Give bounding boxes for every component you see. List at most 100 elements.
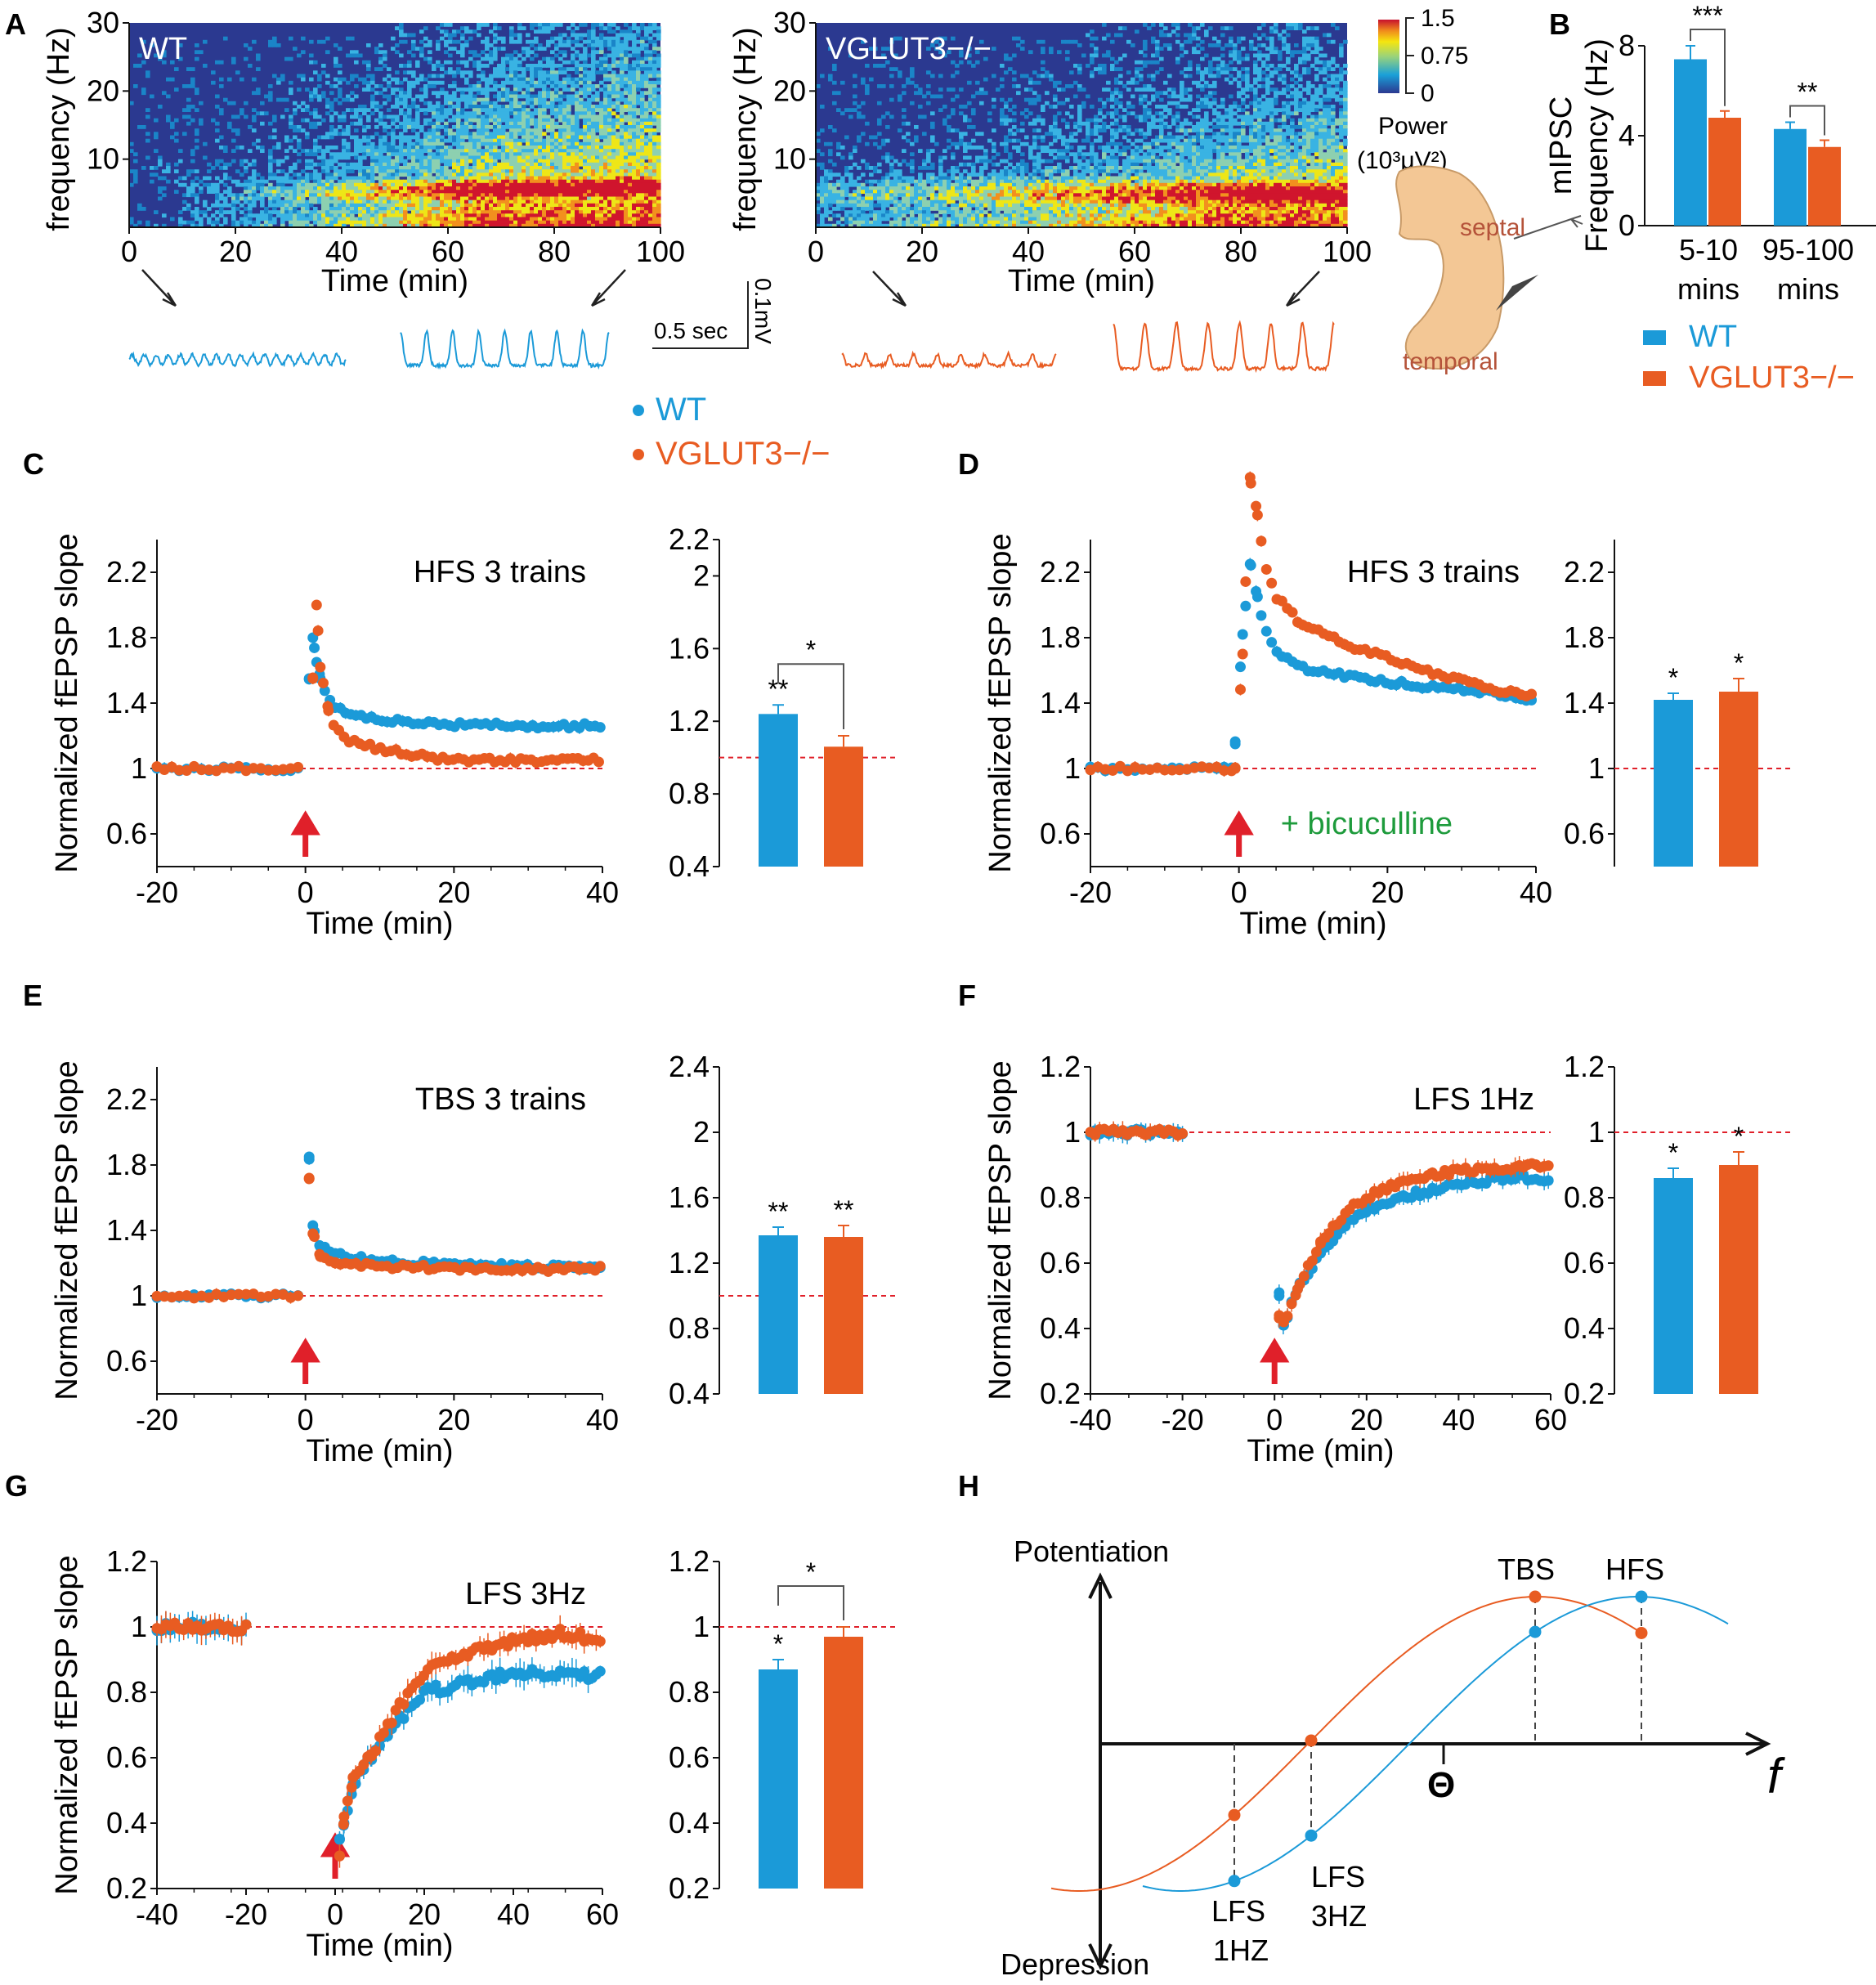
heatmap-cell bbox=[317, 193, 322, 198]
heatmap-cell bbox=[603, 217, 608, 222]
heatmap-ko-pixels bbox=[816, 23, 1348, 228]
heatmap-cell bbox=[436, 118, 441, 123]
heatmap-cell bbox=[591, 56, 596, 61]
heatmap-cell bbox=[526, 179, 531, 184]
heatmap-cell bbox=[628, 101, 633, 105]
heatmap-cell bbox=[538, 166, 543, 170]
heatmap-cell bbox=[448, 155, 453, 160]
heatmap-cell bbox=[354, 203, 359, 208]
heatmap-cell bbox=[546, 39, 551, 44]
heatmap-cell bbox=[848, 108, 853, 112]
heatmap-cell bbox=[624, 176, 629, 181]
heatmap-cell bbox=[456, 128, 461, 132]
heatmap-cell bbox=[501, 111, 506, 116]
heatmap-cell bbox=[276, 97, 281, 102]
heatmap-cell bbox=[513, 152, 518, 157]
heatmap-cell bbox=[616, 33, 620, 38]
heatmap-cell bbox=[616, 50, 620, 55]
heatmap-cell bbox=[387, 199, 392, 204]
heatmap-cell bbox=[423, 193, 428, 198]
heatmap-cell bbox=[395, 176, 400, 181]
heatmap-cell bbox=[477, 155, 481, 160]
heatmap-cell bbox=[644, 138, 649, 143]
heatmap-cell bbox=[448, 223, 453, 228]
heatmap-cell bbox=[329, 207, 334, 211]
heatmap-cell bbox=[207, 176, 212, 181]
heatmap-cell bbox=[350, 77, 355, 82]
heatmap-cell bbox=[603, 210, 608, 214]
heatmap-cell bbox=[546, 74, 551, 78]
heatmap-cell bbox=[419, 128, 424, 132]
heatmap-cell bbox=[235, 169, 240, 173]
heatmap-cell bbox=[648, 179, 653, 184]
heatmap-cell bbox=[587, 105, 592, 109]
heatmap-cell bbox=[366, 186, 371, 190]
heatmap-cell bbox=[407, 138, 412, 143]
heatmap-cell bbox=[885, 196, 890, 201]
heatmap-cell bbox=[840, 155, 845, 160]
heatmap-cell bbox=[607, 114, 612, 119]
heatmap-cell bbox=[436, 105, 441, 109]
heatmap-cell bbox=[395, 135, 400, 140]
heatmap-cell bbox=[632, 101, 637, 105]
heatmap-cell bbox=[526, 169, 531, 173]
heatmap-cell bbox=[889, 182, 894, 187]
heatmap-cell bbox=[583, 220, 588, 225]
heatmap-cell bbox=[174, 169, 179, 173]
heatmap-cell bbox=[440, 166, 445, 170]
heatmap-cell bbox=[334, 217, 338, 222]
heatmap-cell bbox=[370, 80, 375, 85]
heatmap-cell bbox=[616, 87, 620, 92]
heatmap-cell bbox=[289, 179, 293, 184]
heatmap-cell bbox=[885, 138, 890, 143]
heatmap-cell bbox=[297, 176, 302, 181]
heatmap-cell bbox=[329, 146, 334, 150]
heatmap-cell bbox=[546, 114, 551, 119]
heatmap-cell bbox=[284, 193, 289, 198]
heatmap-cell bbox=[313, 179, 318, 184]
heatmap-cell bbox=[293, 166, 298, 170]
heatmap-cell bbox=[313, 199, 318, 204]
heatmap-cell bbox=[542, 176, 547, 181]
heatmap-cell bbox=[448, 220, 453, 225]
heatmap-cell bbox=[644, 141, 649, 146]
heatmap-cell bbox=[272, 210, 277, 214]
heatmap-cell bbox=[607, 176, 612, 181]
heatmap-cell bbox=[268, 199, 273, 204]
heatmap-cell bbox=[509, 146, 514, 150]
heatmap-cell bbox=[317, 196, 322, 201]
heatmap-cell bbox=[452, 182, 457, 187]
heatmap-cell bbox=[853, 190, 857, 194]
heatmap-cell bbox=[522, 190, 526, 194]
heatmap-cell bbox=[440, 179, 445, 184]
heatmap-cell bbox=[346, 97, 351, 102]
heatmap-cell bbox=[460, 50, 465, 55]
heatmap-cell bbox=[395, 190, 400, 194]
heatmap-cell bbox=[395, 162, 400, 167]
heatmap-cell bbox=[889, 223, 894, 228]
heatmap-cell bbox=[231, 203, 236, 208]
heatmap-cell bbox=[477, 186, 481, 190]
heatmap-cell bbox=[489, 118, 494, 123]
heatmap-cell bbox=[513, 135, 518, 140]
heatmap-cell bbox=[530, 196, 535, 201]
heatmap-cell bbox=[489, 213, 494, 218]
heatmap-cell bbox=[648, 121, 653, 126]
heatmap-cell bbox=[444, 196, 449, 201]
heatmap-cell bbox=[542, 74, 547, 78]
heatmap-cell bbox=[309, 94, 314, 99]
heatmap-cell bbox=[522, 132, 526, 137]
heatmap-cell bbox=[358, 146, 363, 150]
heatmap-cell bbox=[374, 159, 379, 164]
heatmap-cell bbox=[387, 213, 392, 218]
heatmap-cell bbox=[599, 190, 604, 194]
heatmap-cell bbox=[411, 207, 416, 211]
heatmap-cell bbox=[607, 217, 612, 222]
heatmap-cell bbox=[591, 39, 596, 44]
heatmap-cell bbox=[611, 74, 616, 78]
heatmap-cell bbox=[387, 182, 392, 187]
heatmap-cell bbox=[346, 36, 351, 41]
heatmap-cell bbox=[313, 193, 318, 198]
heatmap-cell bbox=[195, 108, 199, 112]
heatmap-cell bbox=[636, 47, 641, 51]
